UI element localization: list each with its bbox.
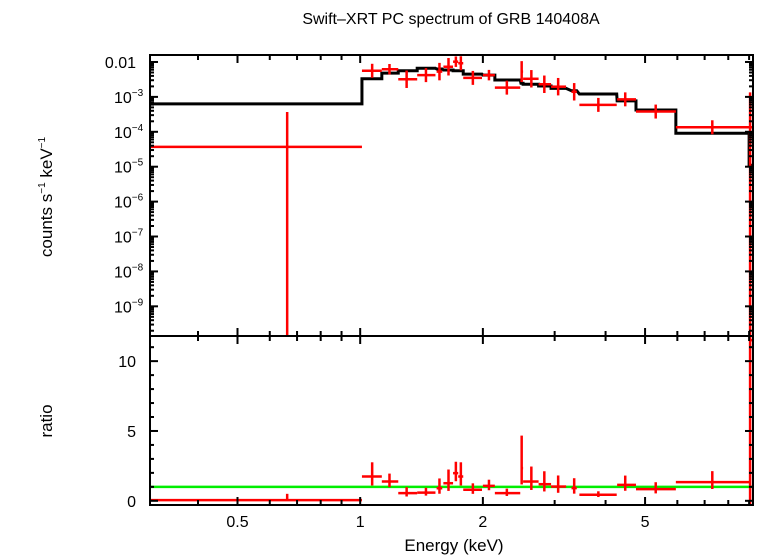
y-tick-exponent: −8 [132, 262, 144, 273]
y-tick-label: 10−9 [114, 297, 144, 316]
y-tick-base: 10 [114, 125, 132, 142]
y-tick-exponent: −4 [132, 123, 144, 134]
y-tick-exponent: −5 [132, 158, 144, 169]
ylabel-main: counts s [37, 194, 56, 257]
ylabel-exp1: −1 [37, 182, 48, 194]
y-tick-base: 10 [114, 299, 132, 316]
x-tick-label: 0.5 [226, 514, 248, 531]
spectrum-panel-frame [149, 54, 754, 337]
y-tick-label: 10−4 [114, 123, 144, 142]
y-tick-exponent: −6 [132, 193, 144, 204]
y-tick-base: 10 [114, 230, 132, 247]
ratio-y-tick-label: 0 [127, 494, 136, 511]
y-tick-label: 10−6 [114, 193, 144, 212]
ylabel-exp2: −1 [37, 136, 48, 148]
y-tick-exponent: −3 [132, 88, 144, 99]
ratio-y-tick-label: 5 [127, 424, 136, 441]
x-axis-label: Energy (keV) [404, 536, 503, 555]
y-tick-base: 10 [114, 160, 132, 177]
x-tick-label: 2 [478, 514, 487, 531]
x-tick-label: 5 [641, 514, 650, 531]
y-tick-base: 10 [114, 195, 132, 212]
y-axis-label-ratio: ratio [37, 404, 56, 437]
x-tick-label: 1 [356, 514, 365, 531]
model-step-line [150, 66, 753, 167]
ylabel-mid: keV [37, 148, 56, 183]
y-tick-label: 10−8 [114, 262, 144, 281]
y-tick-label: 0.01 [105, 55, 136, 72]
ratio-panel-frame [149, 335, 754, 506]
y-axis-label-spectrum: counts s−1 keV−1 [37, 136, 56, 257]
y-tick-exponent: −7 [132, 228, 144, 239]
y-tick-base: 10 [114, 90, 132, 107]
y-tick-label: 10−3 [114, 88, 144, 107]
y-tick-base: 10 [114, 264, 132, 281]
y-tick-exponent: −9 [132, 297, 144, 308]
y-tick-label: 10−7 [114, 228, 144, 247]
ratio-y-tick-label: 10 [118, 354, 136, 371]
y-tick-label: 10−5 [114, 158, 144, 177]
y-tick-base: 0.01 [105, 55, 136, 72]
chart-title: Swift–XRT PC spectrum of GRB 140408A [302, 11, 600, 28]
